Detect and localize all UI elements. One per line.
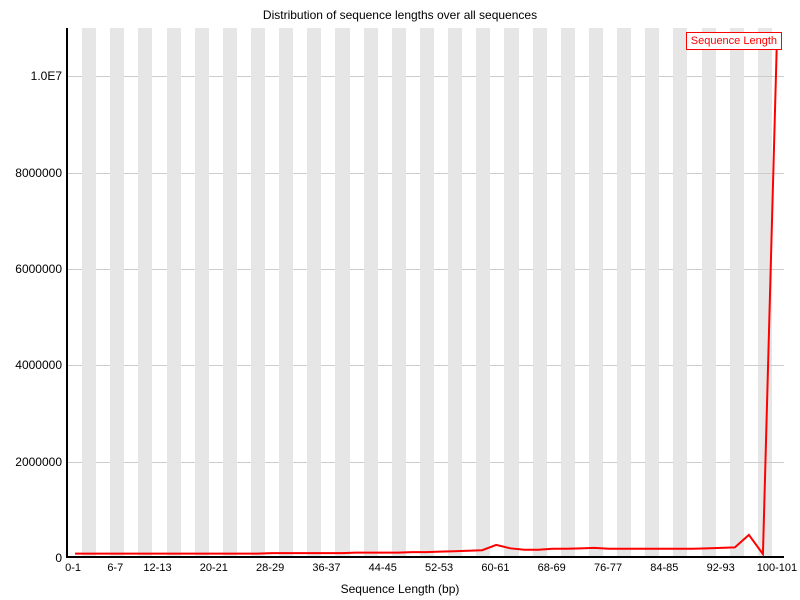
x-tick-label: 20-21 xyxy=(200,562,228,574)
y-tick-label: 1.0E7 xyxy=(2,69,62,83)
x-tick-label: 52-53 xyxy=(425,562,453,574)
legend-box: Sequence Length xyxy=(686,32,782,50)
x-tick-label: 84-85 xyxy=(650,562,678,574)
x-tick-label: 76-77 xyxy=(594,562,622,574)
x-tick-label: 36-37 xyxy=(312,562,340,574)
x-tick-label: 44-45 xyxy=(369,562,397,574)
x-tick-label: 12-13 xyxy=(143,562,171,574)
x-tick-label: 68-69 xyxy=(538,562,566,574)
legend-label: Sequence Length xyxy=(691,35,777,47)
y-tick-label: 2000000 xyxy=(2,455,62,469)
x-tick-label: 100-101 xyxy=(757,562,797,574)
line-svg xyxy=(68,28,784,556)
plot-area: Sequence Length xyxy=(66,28,784,558)
x-tick-label: 60-61 xyxy=(481,562,509,574)
x-tick-label: 92-93 xyxy=(707,562,735,574)
chart-title: Distribution of sequence lengths over al… xyxy=(0,8,800,22)
y-tick-label: 0 xyxy=(2,551,62,565)
x-tick-label: 0-1 xyxy=(65,562,81,574)
y-tick-label: 4000000 xyxy=(2,358,62,372)
chart-container: Distribution of sequence lengths over al… xyxy=(0,0,800,600)
series-line xyxy=(75,38,777,554)
x-tick-label: 28-29 xyxy=(256,562,284,574)
y-tick-label: 6000000 xyxy=(2,262,62,276)
y-tick-label: 8000000 xyxy=(2,166,62,180)
x-axis-label: Sequence Length (bp) xyxy=(0,582,800,596)
x-tick-label: 6-7 xyxy=(107,562,123,574)
